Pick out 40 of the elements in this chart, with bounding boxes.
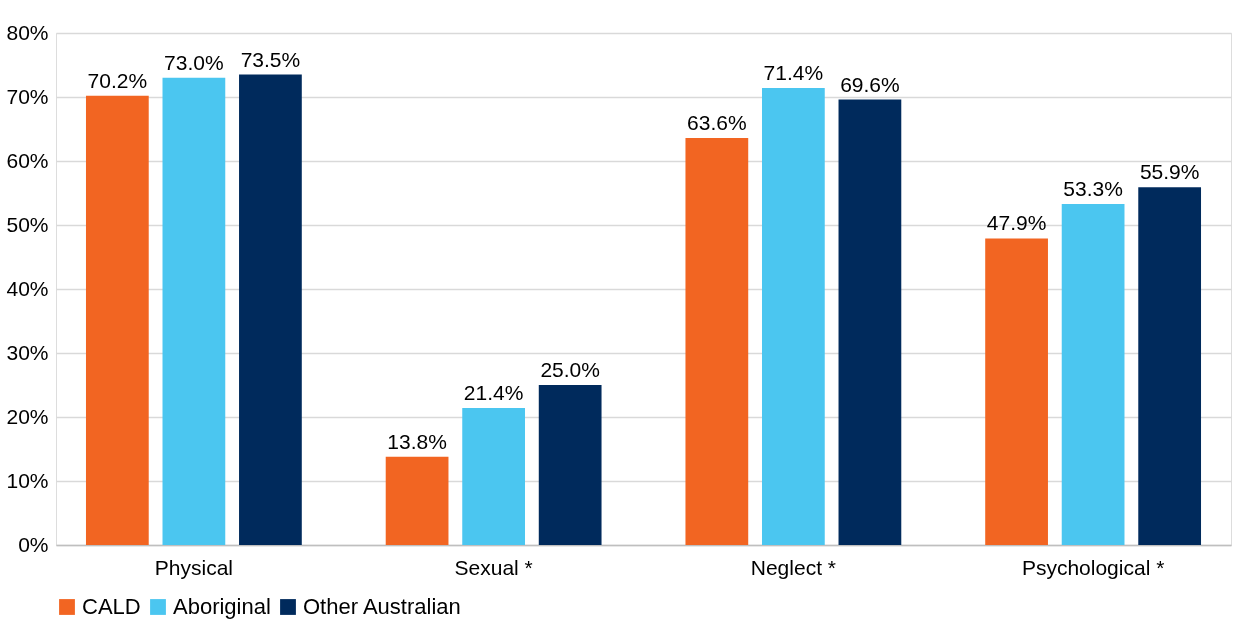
y-tick-label: 70% [6, 84, 49, 108]
bar [985, 238, 1048, 545]
bar [838, 99, 902, 545]
y-tick-label: 80% [6, 20, 49, 44]
bar [162, 77, 226, 545]
data-label: 47.9% [986, 211, 1047, 235]
bar [1138, 187, 1202, 545]
x-tick-label: Neglect * [750, 555, 836, 579]
y-tick-label: 20% [6, 404, 49, 428]
y-tick-label: 10% [6, 468, 49, 492]
data-label: 73.5% [240, 47, 301, 71]
bar [239, 74, 302, 545]
bar [761, 88, 825, 545]
x-tick-label: Sexual * [454, 555, 533, 579]
data-label: 55.9% [1139, 160, 1200, 184]
bar [1061, 203, 1125, 545]
data-label: 71.4% [763, 61, 824, 85]
bar [538, 385, 602, 545]
y-tick-label: 0% [18, 532, 49, 556]
bar [685, 137, 749, 545]
y-tick-label: 30% [6, 340, 49, 364]
y-tick-label: 60% [6, 148, 49, 172]
bar [85, 95, 149, 545]
legend-label: Aboriginal [173, 594, 271, 619]
data-label: 63.6% [687, 110, 747, 134]
legend-label: Other Australian [303, 594, 461, 619]
y-tick-label: 50% [6, 212, 49, 236]
y-tick-label: 40% [6, 276, 49, 300]
data-label: 69.6% [840, 72, 900, 96]
data-label: 25.0% [540, 358, 600, 381]
data-label: 73.0% [164, 50, 224, 74]
x-tick-label: Physical [154, 555, 233, 579]
data-label: 53.3% [1063, 176, 1123, 200]
data-label: 70.2% [87, 68, 148, 92]
bar [385, 456, 449, 545]
data-label: 21.4% [463, 381, 524, 405]
data-label: 13.8% [387, 429, 447, 453]
x-tick-label: Psychological * [1021, 555, 1165, 579]
legend-label: CALD [82, 594, 141, 619]
bar [462, 408, 526, 545]
